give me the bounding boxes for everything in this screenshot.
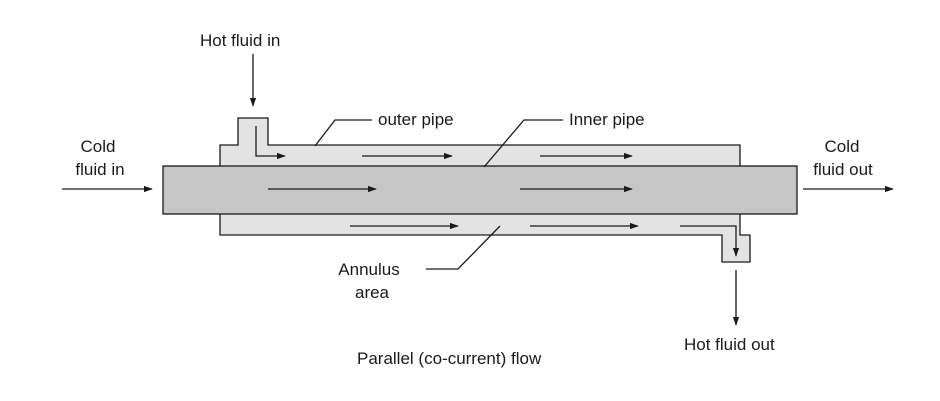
annulus-label-line2: area xyxy=(355,283,390,302)
hot-fluid-out-label: Hot fluid out xyxy=(684,335,775,354)
outer-pipe-leader xyxy=(314,119,372,147)
inner-pipe-label: Inner pipe xyxy=(569,110,645,129)
inner-pipe-leader xyxy=(483,119,563,168)
outer-pipe-label: outer pipe xyxy=(378,110,454,129)
annulus-leader xyxy=(426,225,501,270)
cold-out-label-line2: fluid out xyxy=(813,160,873,179)
cold-in-label-line1: Cold xyxy=(81,137,116,156)
cold-in-label-line2: fluid in xyxy=(75,160,124,179)
hot-inlet-turn-arrow xyxy=(255,126,286,160)
diagram-caption: Parallel (co-current) flow xyxy=(357,349,542,368)
hot-fluid-in-label: Hot fluid in xyxy=(200,31,280,50)
hot-outlet-turn-arrow xyxy=(680,225,740,257)
inner-pipe-body xyxy=(162,165,798,215)
cold-out-label-line1: Cold xyxy=(825,137,860,156)
annulus-label-line1: Annulus xyxy=(338,260,399,279)
